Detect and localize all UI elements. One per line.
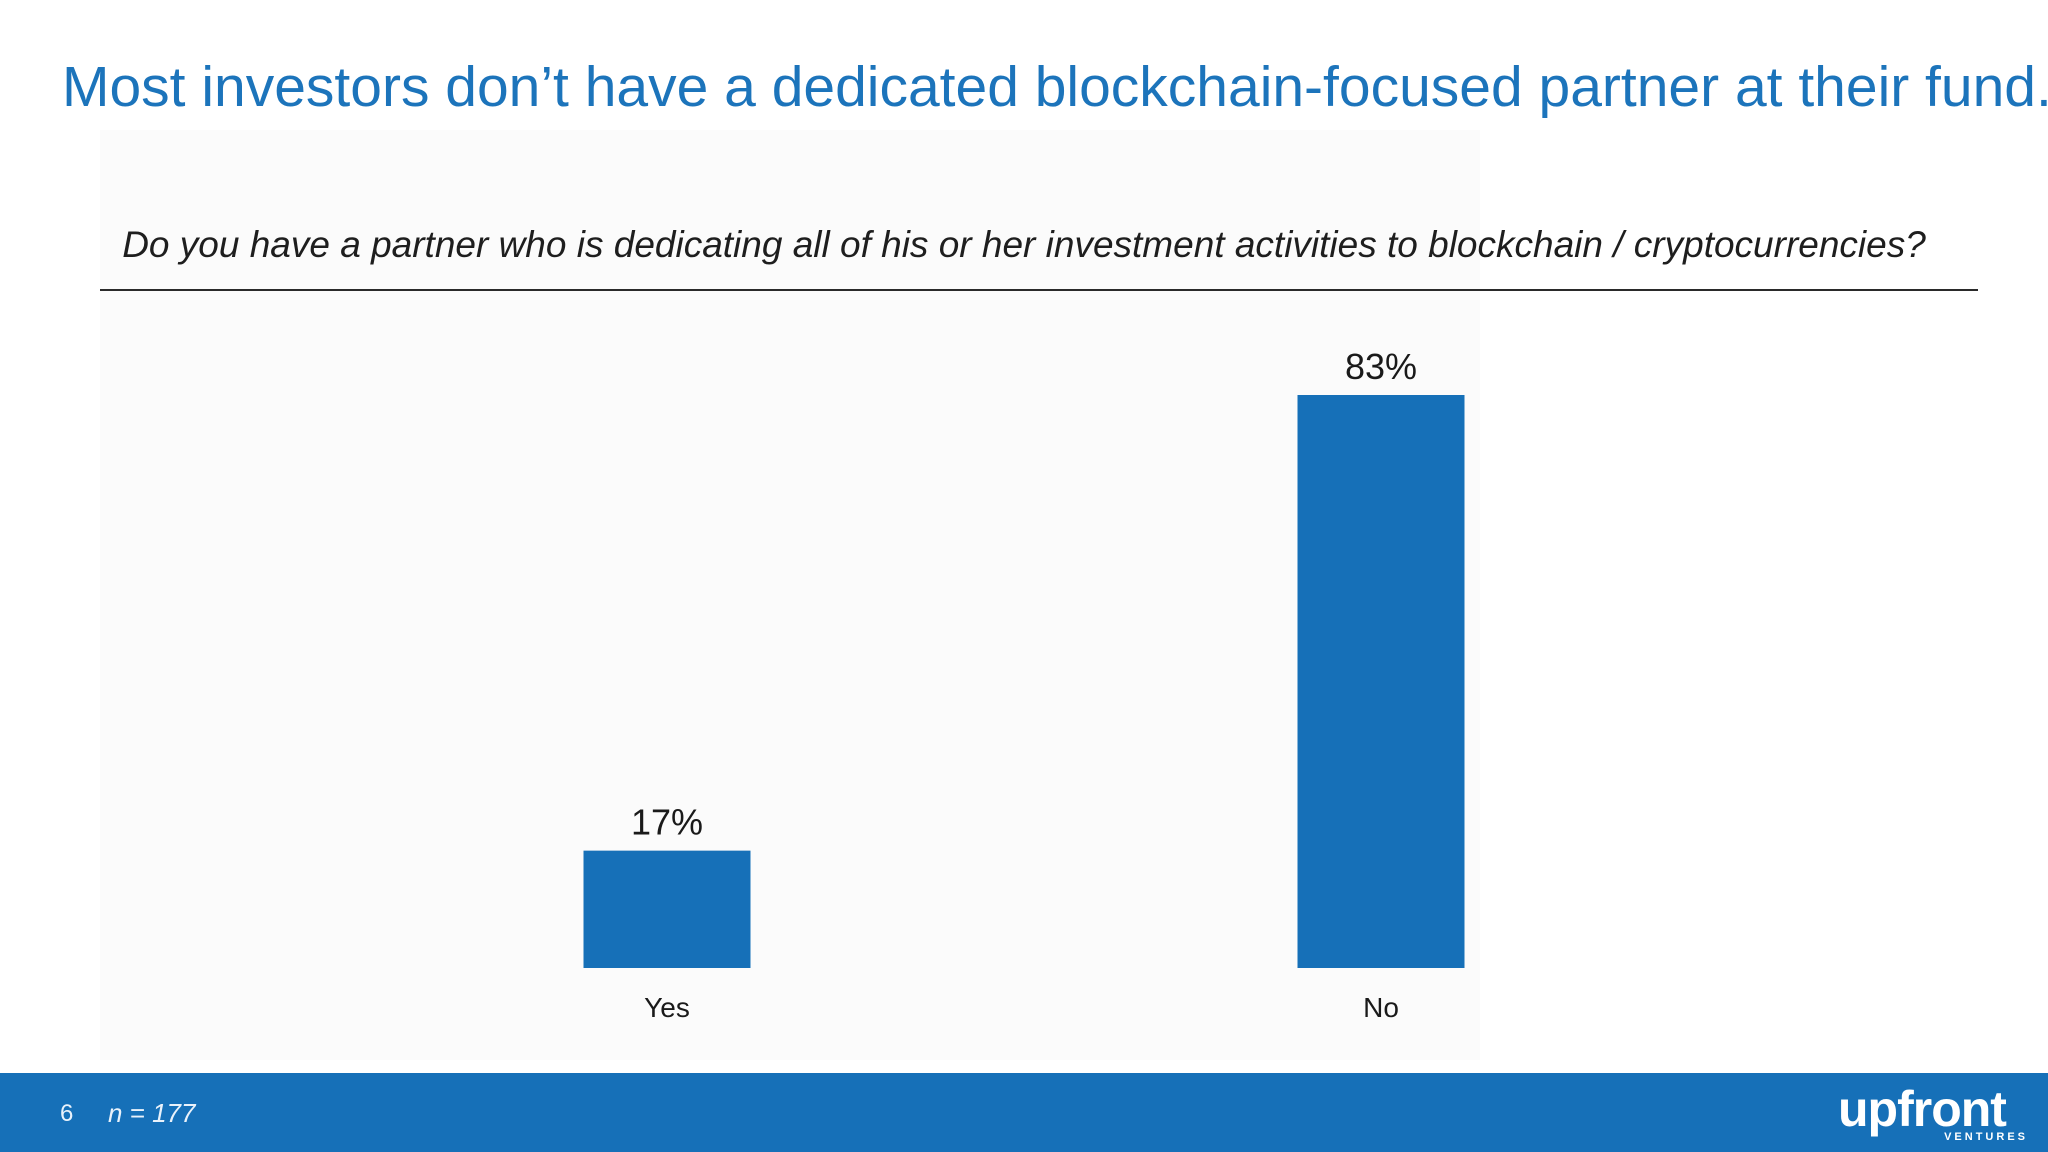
survey-question: Do you have a partner who is dedicating … <box>122 224 1926 265</box>
divider-line <box>100 289 1978 291</box>
bar-yes <box>583 850 751 968</box>
footer-bar: 6 n = 177 upfront VENTURES <box>0 1073 2048 1152</box>
logo-subtext: VENTURES <box>1944 1131 2028 1143</box>
category-label-yes: Yes <box>644 992 690 1023</box>
value-label-no: 83% <box>1345 346 1417 387</box>
bar-no <box>1297 395 1465 968</box>
plot-background <box>100 130 1480 1060</box>
category-label-no: No <box>1363 992 1399 1023</box>
page-number: 6 <box>60 1100 74 1127</box>
value-label-yes: 17% <box>631 802 703 843</box>
upfront-ventures-logo: upfront VENTURES <box>1838 1083 2028 1145</box>
slide-title: Most investors don’t have a dedicated bl… <box>62 55 2048 119</box>
logo-wordmark: upfront <box>1838 1081 2007 1137</box>
sample-size-note: n = 177 <box>108 1098 196 1128</box>
